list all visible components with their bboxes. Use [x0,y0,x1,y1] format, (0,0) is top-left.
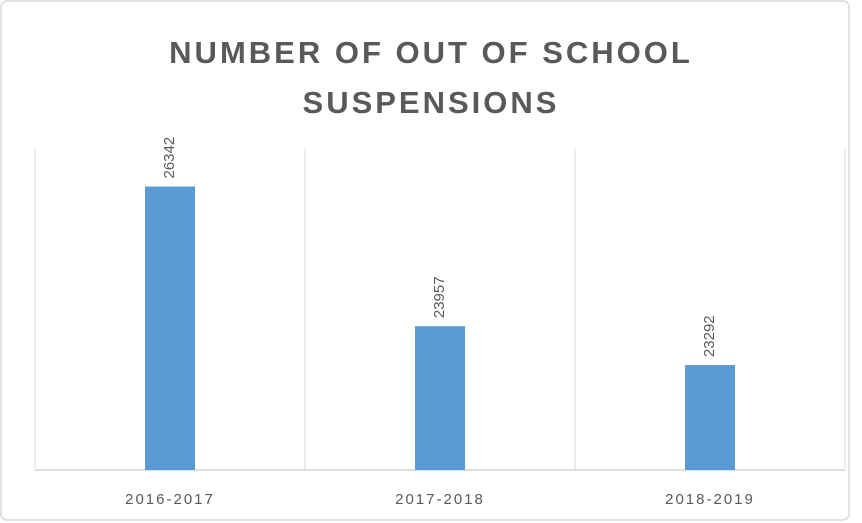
data-label: 26342 [161,137,178,179]
x-tick-label: 2018-2019 [665,491,755,508]
x-tick-label: 2017-2018 [395,491,485,508]
data-label: 23292 [701,315,718,357]
bar [145,186,195,471]
chart-title: NUMBER OF OUT OF SCHOOL SUSPENSIONS [169,35,693,120]
bar [415,326,465,470]
x-tick-label: 2016-2017 [125,491,215,508]
bar [685,365,735,470]
data-label: 23957 [431,276,448,318]
